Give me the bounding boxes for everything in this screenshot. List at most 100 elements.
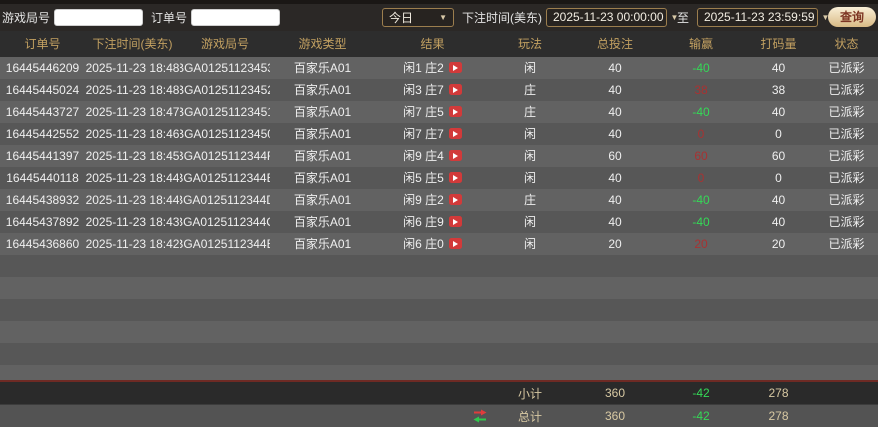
play-type-cell: 闲 (523, 127, 536, 142)
game-round-label: 游戏局号 (2, 10, 51, 25)
total-bet-cell: 60 (608, 148, 622, 163)
date-to-select[interactable]: 2025-11-23 23:59:59 ▼ (697, 7, 829, 27)
game-type-cell: 百家乐A01 (293, 149, 352, 164)
replay-play-icon[interactable] (448, 84, 462, 96)
column-header: 状态 (834, 37, 859, 52)
column-header: 输赢 (688, 37, 713, 52)
game-type-cell: 百家乐A01 (293, 83, 352, 98)
empty-row-stripe (0, 276, 878, 299)
game-round-cell: BGA01251123450 (180, 126, 270, 141)
play-type-cell: 闲 (523, 171, 536, 186)
total-bet-cell: 40 (608, 82, 622, 97)
result-text: 闲6 庄0 (403, 237, 444, 252)
column-header: 下注时间(美东) (92, 37, 173, 52)
empty-row-stripe (0, 364, 878, 381)
table-header-row: 订单号 下注时间(美东) 游戏局号 游戏类型 结果 玩法 总投注 输赢 打码量 状态 (0, 30, 878, 57)
turnover-cell: 60 (771, 148, 786, 163)
result-cell: 闲7 庄7 (375, 123, 490, 145)
result-text: 闲1 庄2 (403, 61, 444, 76)
bet-time-cell: 2025-11-23 18:48 (85, 82, 180, 97)
quick-range-value: 今日 (388, 10, 413, 25)
result-cell: 闲1 庄2 (375, 57, 490, 79)
subtotal-label: 小计 (517, 386, 542, 401)
replay-play-icon[interactable] (448, 106, 462, 118)
chevron-down-icon: ▼ (821, 12, 830, 22)
game-type-cell: 百家乐A01 (293, 61, 352, 76)
status-cell: 已派彩 (828, 215, 865, 230)
empty-row-stripe (0, 254, 878, 277)
table-row: 16445442552 2025-11-23 18:46 BGA0125112345… (0, 122, 878, 145)
order-no-cell: 16445436860 (5, 236, 80, 251)
bet-time-cell: 2025-11-23 18:44 (85, 192, 180, 207)
total-total-bet: 360 (604, 409, 626, 424)
column-header: 打码量 (760, 37, 797, 52)
result-cell: 闲6 庄0 (375, 233, 490, 255)
chevron-down-icon: ▼ (670, 12, 679, 22)
status-cell: 已派彩 (828, 83, 865, 98)
order-no-input[interactable] (191, 8, 281, 26)
result-cell: 闲3 庄7 (375, 79, 490, 101)
replay-play-icon[interactable] (448, 150, 462, 162)
swap-arrows-icon[interactable] (472, 409, 488, 423)
game-round-cell: BGA0125112344B (180, 236, 270, 251)
total-bet-cell: 40 (608, 104, 622, 119)
replay-play-icon[interactable] (448, 62, 462, 74)
table-row: 16445441397 2025-11-23 18:45 BGA0125112344… (0, 144, 878, 167)
order-no-cell: 16445441397 (5, 148, 80, 163)
play-type-cell: 庄 (523, 105, 536, 120)
win-loss-cell: -40 (692, 60, 710, 75)
column-header: 总投注 (596, 37, 633, 52)
win-loss-cell: -40 (692, 104, 710, 119)
status-cell: 已派彩 (828, 171, 865, 186)
replay-play-icon[interactable] (448, 216, 462, 228)
game-round-cell: BGA0125112344D (180, 192, 270, 207)
date-from-select[interactable]: 2025-11-23 00:00:00 ▼ (545, 7, 678, 27)
turnover-cell: 38 (771, 82, 786, 97)
replay-play-icon[interactable] (448, 194, 462, 206)
game-round-cell: BGA0125112344F (180, 148, 270, 163)
empty-row-stripe (0, 342, 878, 365)
game-round-cell: BGA01251123453 (180, 60, 270, 75)
turnover-cell: 20 (771, 236, 786, 251)
filter-toolbar: 游戏局号 订单号 今日 ▼ 下注时间(美东) 2025-11-23 00:00:… (0, 3, 878, 31)
replay-play-icon[interactable] (448, 172, 462, 184)
result-text: 闲3 庄7 (403, 83, 444, 98)
result-text: 闲5 庄5 (403, 171, 444, 186)
play-type-cell: 庄 (523, 193, 536, 208)
query-button[interactable]: 查询 (828, 7, 876, 28)
status-cell: 已派彩 (828, 105, 865, 120)
subtotal-win-loss: -42 (692, 386, 710, 401)
result-cell: 闲6 庄9 (375, 211, 490, 233)
game-round-input[interactable] (54, 8, 144, 26)
play-type-cell: 闲 (523, 237, 536, 252)
game-type-cell: 百家乐A01 (293, 193, 352, 208)
column-header: 订单号 (24, 37, 61, 52)
win-loss-cell: 60 (694, 148, 708, 163)
order-no-cell: 16445440118 (6, 170, 79, 185)
order-no-label: 订单号 (151, 10, 188, 25)
game-round-cell: BGA01251123451 (180, 104, 270, 119)
total-turnover: 278 (768, 409, 789, 424)
total-win-loss: -42 (692, 409, 710, 424)
turnover-cell: 40 (771, 214, 786, 229)
win-loss-cell: 0 (697, 126, 705, 141)
order-no-cell: 16445446209 (5, 60, 80, 75)
column-header: 结果 (420, 37, 445, 52)
play-type-cell: 庄 (523, 83, 536, 98)
result-cell: 闲5 庄5 (375, 167, 490, 189)
replay-play-icon[interactable] (448, 128, 462, 140)
game-type-cell: 百家乐A01 (293, 171, 352, 186)
game-round-cell: BGA01251123452 (180, 82, 270, 97)
quick-range-select[interactable]: 今日 ▼ (381, 7, 454, 27)
table-row: 16445436860 2025-11-23 18:42 BGA0125112344… (0, 232, 878, 255)
turnover-cell: 0 (775, 126, 782, 141)
bet-time-cell: 2025-11-23 18:45 (85, 148, 180, 163)
replay-play-icon[interactable] (448, 238, 462, 250)
bet-time-label: 下注时间(美东) (461, 10, 542, 25)
column-header: 玩法 (517, 37, 542, 52)
game-type-cell: 百家乐A01 (293, 237, 352, 252)
turnover-cell: 40 (771, 104, 786, 119)
table-row: 16445445024 2025-11-23 18:48 BGA0125112345… (0, 78, 878, 101)
status-cell: 已派彩 (828, 237, 865, 252)
